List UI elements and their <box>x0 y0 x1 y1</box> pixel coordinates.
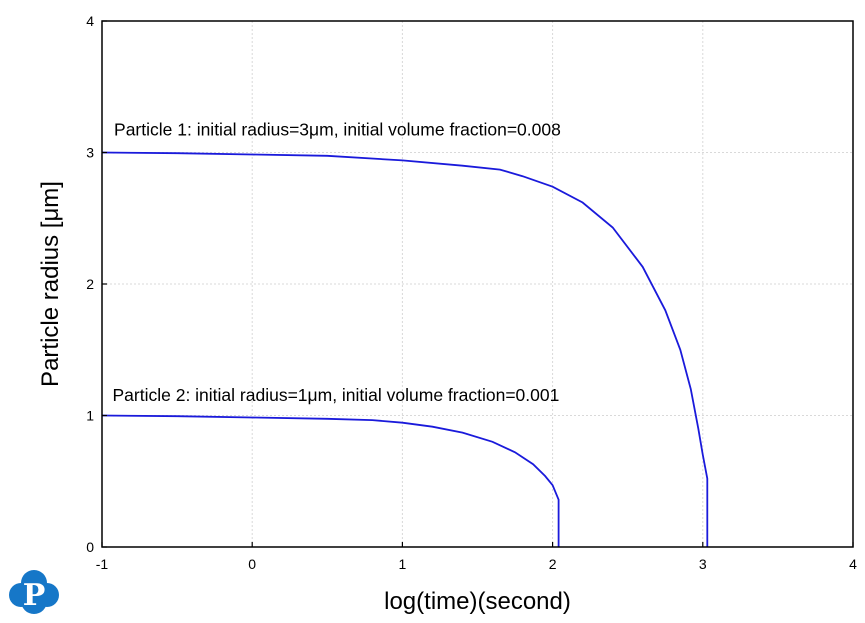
series-line-particle-1 <box>101 151 709 547</box>
x-tick-label: -1 <box>96 556 109 572</box>
y-tick-label: 0 <box>86 539 94 555</box>
annotation-particle-2: Particle 2: initial radius=1μm, initial … <box>113 385 560 405</box>
svg-text:P: P <box>23 578 46 613</box>
x-axis-label: log(time)(second) <box>384 588 571 615</box>
grid <box>102 21 853 547</box>
y-tick-label: 4 <box>86 13 94 29</box>
y-tick-label: 1 <box>86 408 94 424</box>
y-axis-label: Particle radius [μm] <box>37 181 64 387</box>
x-tick-label: 4 <box>849 556 857 572</box>
x-tick-label: 2 <box>549 556 557 572</box>
brand-logo-icon: P <box>9 570 59 614</box>
y-tick-label: 3 <box>86 145 94 161</box>
annotation-particle-1: Particle 1: initial radius=3μm, initial … <box>114 119 561 139</box>
series-line-particle-2 <box>101 414 560 547</box>
x-tick-label: 3 <box>699 556 707 572</box>
series-group <box>101 151 709 547</box>
x-tick-label: 1 <box>399 556 407 572</box>
y-tick-label: 2 <box>86 276 94 292</box>
annotations: Particle 1: initial radius=3μm, initial … <box>113 119 561 405</box>
x-tick-label: 0 <box>248 556 256 572</box>
